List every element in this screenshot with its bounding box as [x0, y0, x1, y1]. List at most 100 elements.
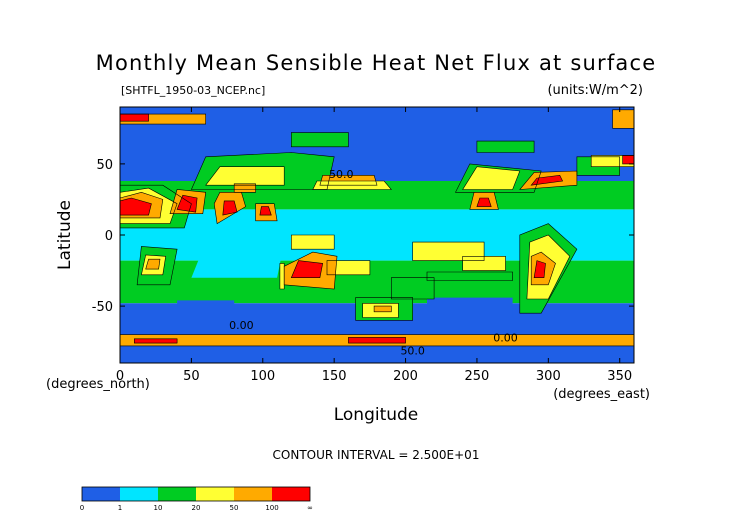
colorbar-swatch-1	[120, 487, 158, 501]
x-tick-label-250: 250	[465, 369, 490, 384]
region-canada-green-patch	[476, 141, 535, 153]
colorbar-bound-0: 0	[80, 504, 84, 512]
x-axis-label: Longitude	[334, 405, 419, 425]
y-axis-ticks: -50 0 50	[92, 158, 634, 315]
contour-s-atl-orange	[373, 305, 392, 313]
region-europe-red	[622, 155, 634, 164]
contour-antarctica-red-2	[134, 338, 178, 344]
region-s-atl-orange	[374, 306, 392, 312]
region-arctic-orange-2	[612, 109, 634, 129]
x-tick-label-200: 200	[393, 369, 418, 384]
contour-arabia-orange	[169, 189, 207, 214]
region-gulf-stream-red	[531, 175, 563, 186]
plot-area	[120, 107, 634, 363]
contour-kuroshio-orange	[319, 175, 378, 186]
contour-sahara-yellow	[120, 187, 178, 224]
units-label: (units:W/m^2)	[547, 83, 643, 98]
contour-se-asia-orange	[255, 203, 278, 222]
contour-gulf-stream-red	[530, 174, 564, 186]
region-pacific-yellow	[412, 242, 485, 261]
y-tick-label-50: 50	[96, 158, 113, 173]
contour-s-america-green	[519, 223, 578, 314]
contour-e-pacific-green	[390, 277, 435, 300]
colorbar-bound-6: ∞	[307, 504, 313, 512]
colorbar: 0 1 10 20 50 100 ∞	[80, 486, 313, 512]
contour-australia-red	[290, 260, 324, 279]
contour-asia-green	[190, 152, 335, 190]
colorbar-bound-5: 100	[265, 504, 278, 512]
chart-title: Monthly Mean Sensible Heat Net Flux at s…	[96, 51, 657, 75]
contour-pacific-yellow-2	[326, 260, 371, 276]
contour-s-atl-green	[355, 297, 414, 321]
colorbar-bound-3: 20	[192, 504, 201, 512]
region-arctic-red	[120, 114, 149, 122]
contour-mexico-red	[476, 197, 492, 207]
x-unit-label: (degrees_east)	[553, 387, 650, 402]
contour-india-orange	[213, 192, 246, 225]
contour-n-america-green	[455, 163, 542, 193]
contour-canada-green-patch	[476, 140, 535, 153]
contour-interval-label: CONTOUR INTERVAL = 2.500E+01	[273, 448, 480, 462]
contour-indonesia-yellow	[290, 234, 335, 250]
region-antarctica-red	[348, 337, 406, 344]
x-tick-label-100: 100	[250, 369, 275, 384]
region-tibet-orange	[234, 183, 256, 193]
contour-arctic-red	[120, 113, 149, 122]
contour-s-america-red	[533, 260, 546, 279]
colorbar-swatch-4	[234, 487, 272, 501]
contour-australia-yellow-edge	[279, 263, 285, 290]
contour-se-asia-red	[259, 206, 272, 216]
region-indian-ocean-cyan	[191, 242, 285, 278]
region-s-africa-orange	[145, 259, 160, 270]
contour-label-0: 50.0	[329, 168, 354, 181]
contour-label-1: 0.00	[229, 319, 254, 332]
x-tick-label-50: 50	[183, 369, 200, 384]
region-australia-red	[291, 260, 323, 278]
contour-label-2: 0.00	[493, 332, 518, 345]
region-india-red	[222, 200, 238, 216]
region-indonesia-yellow	[291, 235, 335, 250]
region-pacific-yellow-2	[327, 260, 370, 275]
contour-s-africa-orange	[145, 258, 161, 270]
colorbar-bound-2: 10	[154, 504, 163, 512]
region-e-pacific-green	[391, 277, 435, 299]
contour-s-pacific-green	[426, 271, 513, 281]
contour-pacific-yellow	[412, 241, 485, 261]
contour-arctic-orange-2	[612, 109, 634, 129]
region-antarctica-red-2	[134, 338, 178, 344]
contour-mexico-orange	[469, 192, 499, 210]
region-asia-yellow	[205, 166, 285, 186]
contour-sahara-orange	[120, 191, 164, 219]
region-e-pacific-yellow	[462, 256, 506, 271]
contour-lines	[120, 109, 634, 347]
contour-s-africa-yellow	[141, 254, 167, 276]
contour-sahara-red	[120, 197, 152, 216]
contour-europe-yellow	[590, 155, 634, 167]
region-se-asia-red	[259, 206, 272, 216]
contour-sahara-green	[120, 184, 192, 229]
y-axis-label: Latitude	[55, 200, 75, 270]
contour-arabia-red	[176, 194, 198, 213]
colorbar-swatch-2	[158, 487, 196, 501]
region-sahara-red	[120, 198, 152, 216]
x-axis-ticks: 0 50 100 150 200 250 300 350	[116, 107, 632, 384]
contour-s-america-yellow	[526, 234, 571, 300]
source-label: [SHTFL_1950-03_NCEP.nc]	[121, 84, 265, 97]
colorbar-bound-4: 50	[230, 504, 239, 512]
contour-n-atl-green	[576, 156, 621, 176]
contour-s-africa-green	[136, 246, 178, 286]
contour-asia-yellow	[205, 166, 285, 186]
region-n-america-yellow	[462, 166, 520, 190]
region-s-america-red	[534, 260, 546, 278]
x-tick-label-150: 150	[322, 369, 347, 384]
colorbar-frame	[81, 486, 311, 502]
y-tick-label-0: 0	[105, 229, 113, 244]
contour-antarctica-orange	[120, 334, 634, 347]
contour-tibet-orange	[233, 183, 256, 193]
x-tick-label-350: 350	[607, 369, 632, 384]
contour-n-america-yellow	[462, 166, 521, 190]
region-australia-yellow-edge	[279, 263, 285, 289]
contour-arctic-orange	[120, 113, 206, 125]
region-s-ocean-blue-1	[177, 300, 235, 309]
